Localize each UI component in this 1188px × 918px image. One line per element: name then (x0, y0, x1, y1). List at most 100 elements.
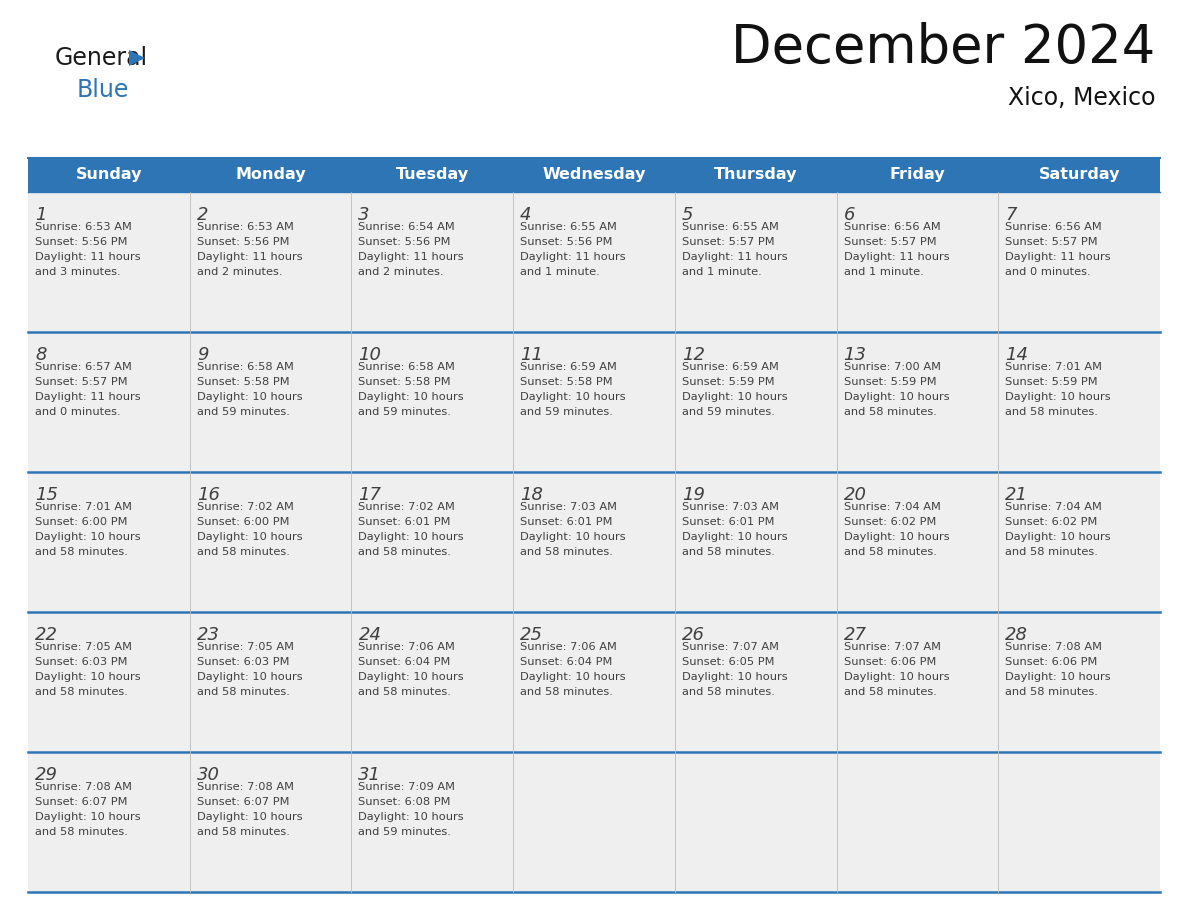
Text: Sunrise: 7:06 AM: Sunrise: 7:06 AM (520, 642, 617, 652)
Text: Sunrise: 7:06 AM: Sunrise: 7:06 AM (359, 642, 455, 652)
Text: Sunrise: 6:57 AM: Sunrise: 6:57 AM (34, 362, 132, 372)
Text: Daylight: 10 hours: Daylight: 10 hours (359, 532, 465, 542)
Text: 17: 17 (359, 486, 381, 504)
Text: Daylight: 10 hours: Daylight: 10 hours (1005, 532, 1111, 542)
Bar (29, 158, 1159, 192)
Text: 2: 2 (197, 206, 208, 224)
Text: and 58 minutes.: and 58 minutes. (682, 687, 775, 697)
Text: 10: 10 (359, 346, 381, 364)
Text: Sunset: 6:06 PM: Sunset: 6:06 PM (1005, 657, 1098, 667)
Text: Sunrise: 6:58 AM: Sunrise: 6:58 AM (197, 362, 293, 372)
Text: Daylight: 10 hours: Daylight: 10 hours (34, 812, 140, 822)
Text: Sunset: 5:58 PM: Sunset: 5:58 PM (520, 377, 613, 387)
Text: Sunrise: 6:59 AM: Sunrise: 6:59 AM (520, 362, 617, 372)
Text: Daylight: 11 hours: Daylight: 11 hours (34, 392, 140, 402)
Text: Sunrise: 6:58 AM: Sunrise: 6:58 AM (359, 362, 455, 372)
Text: Sunset: 6:00 PM: Sunset: 6:00 PM (34, 517, 127, 527)
Bar (29, 192, 1159, 332)
Text: Sunrise: 6:53 AM: Sunrise: 6:53 AM (34, 222, 132, 232)
Text: Sunrise: 7:04 AM: Sunrise: 7:04 AM (843, 502, 941, 512)
Text: Sunrise: 7:00 AM: Sunrise: 7:00 AM (843, 362, 941, 372)
Text: Daylight: 11 hours: Daylight: 11 hours (359, 252, 465, 262)
Text: Sunrise: 6:59 AM: Sunrise: 6:59 AM (682, 362, 778, 372)
Text: 28: 28 (1005, 626, 1029, 644)
Text: Sunset: 5:57 PM: Sunset: 5:57 PM (1005, 237, 1098, 247)
Text: Sunrise: 6:56 AM: Sunrise: 6:56 AM (1005, 222, 1102, 232)
Bar (29, 472, 1159, 612)
Text: General: General (55, 46, 148, 70)
Text: Sunset: 5:56 PM: Sunset: 5:56 PM (520, 237, 613, 247)
Text: Daylight: 10 hours: Daylight: 10 hours (682, 672, 788, 682)
Text: Sunrise: 7:05 AM: Sunrise: 7:05 AM (34, 642, 132, 652)
Text: 16: 16 (197, 486, 220, 504)
Text: 18: 18 (520, 486, 543, 504)
Text: and 58 minutes.: and 58 minutes. (843, 687, 936, 697)
Text: Daylight: 10 hours: Daylight: 10 hours (359, 392, 465, 402)
Text: and 59 minutes.: and 59 minutes. (359, 827, 451, 837)
Text: Tuesday: Tuesday (396, 167, 469, 183)
Text: 20: 20 (843, 486, 866, 504)
Text: Xico, Mexico: Xico, Mexico (1007, 86, 1155, 110)
Text: 7: 7 (1005, 206, 1017, 224)
Text: Daylight: 11 hours: Daylight: 11 hours (197, 252, 302, 262)
Text: Sunset: 6:02 PM: Sunset: 6:02 PM (1005, 517, 1098, 527)
Text: Sunrise: 7:07 AM: Sunrise: 7:07 AM (843, 642, 941, 652)
Text: and 59 minutes.: and 59 minutes. (359, 407, 451, 417)
Text: Sunrise: 6:54 AM: Sunrise: 6:54 AM (359, 222, 455, 232)
Text: Sunrise: 7:08 AM: Sunrise: 7:08 AM (34, 782, 132, 792)
Text: and 58 minutes.: and 58 minutes. (682, 547, 775, 557)
Text: 3: 3 (359, 206, 369, 224)
Text: 4: 4 (520, 206, 532, 224)
Text: 25: 25 (520, 626, 543, 644)
Text: and 58 minutes.: and 58 minutes. (359, 687, 451, 697)
Text: Daylight: 10 hours: Daylight: 10 hours (197, 532, 302, 542)
Text: Sunset: 6:07 PM: Sunset: 6:07 PM (197, 797, 289, 807)
Text: Daylight: 11 hours: Daylight: 11 hours (34, 252, 140, 262)
Text: and 59 minutes.: and 59 minutes. (197, 407, 290, 417)
Text: Daylight: 10 hours: Daylight: 10 hours (197, 672, 302, 682)
Text: 15: 15 (34, 486, 58, 504)
Text: Sunrise: 7:07 AM: Sunrise: 7:07 AM (682, 642, 779, 652)
Text: and 0 minutes.: and 0 minutes. (1005, 267, 1091, 277)
Text: Daylight: 11 hours: Daylight: 11 hours (843, 252, 949, 262)
Text: Sunset: 6:06 PM: Sunset: 6:06 PM (843, 657, 936, 667)
Text: and 58 minutes.: and 58 minutes. (197, 687, 290, 697)
Text: Saturday: Saturday (1038, 167, 1120, 183)
Text: 24: 24 (359, 626, 381, 644)
Text: Sunset: 5:57 PM: Sunset: 5:57 PM (34, 377, 127, 387)
Text: Sunrise: 7:08 AM: Sunrise: 7:08 AM (197, 782, 293, 792)
Text: Daylight: 10 hours: Daylight: 10 hours (197, 812, 302, 822)
Text: Sunset: 5:57 PM: Sunset: 5:57 PM (682, 237, 775, 247)
Text: and 2 minutes.: and 2 minutes. (359, 267, 444, 277)
Text: Sunset: 6:02 PM: Sunset: 6:02 PM (843, 517, 936, 527)
Text: and 2 minutes.: and 2 minutes. (197, 267, 283, 277)
Text: Sunset: 6:04 PM: Sunset: 6:04 PM (520, 657, 613, 667)
Text: Daylight: 10 hours: Daylight: 10 hours (843, 672, 949, 682)
Text: and 58 minutes.: and 58 minutes. (1005, 687, 1098, 697)
Text: Sunset: 5:57 PM: Sunset: 5:57 PM (843, 237, 936, 247)
Text: 8: 8 (34, 346, 46, 364)
Text: Daylight: 10 hours: Daylight: 10 hours (359, 812, 465, 822)
Text: Sunset: 6:07 PM: Sunset: 6:07 PM (34, 797, 127, 807)
Text: Sunrise: 7:01 AM: Sunrise: 7:01 AM (1005, 362, 1102, 372)
Text: Sunset: 5:58 PM: Sunset: 5:58 PM (197, 377, 290, 387)
Text: and 1 minute.: and 1 minute. (682, 267, 762, 277)
Text: Daylight: 11 hours: Daylight: 11 hours (1005, 252, 1111, 262)
Text: 27: 27 (843, 626, 866, 644)
Text: Sunset: 6:08 PM: Sunset: 6:08 PM (359, 797, 451, 807)
Text: Sunrise: 7:09 AM: Sunrise: 7:09 AM (359, 782, 455, 792)
Text: Sunrise: 7:03 AM: Sunrise: 7:03 AM (682, 502, 779, 512)
Text: and 58 minutes.: and 58 minutes. (843, 547, 936, 557)
Text: Sunrise: 7:08 AM: Sunrise: 7:08 AM (1005, 642, 1102, 652)
Text: and 58 minutes.: and 58 minutes. (34, 827, 128, 837)
Text: and 58 minutes.: and 58 minutes. (520, 687, 613, 697)
Text: and 58 minutes.: and 58 minutes. (34, 547, 128, 557)
Text: and 58 minutes.: and 58 minutes. (1005, 547, 1098, 557)
Text: Sunset: 6:04 PM: Sunset: 6:04 PM (359, 657, 450, 667)
Text: 30: 30 (197, 766, 220, 784)
Text: 5: 5 (682, 206, 694, 224)
Bar (29, 612, 1159, 752)
Text: and 58 minutes.: and 58 minutes. (197, 547, 290, 557)
Text: and 58 minutes.: and 58 minutes. (359, 547, 451, 557)
Text: Sunset: 6:01 PM: Sunset: 6:01 PM (682, 517, 775, 527)
